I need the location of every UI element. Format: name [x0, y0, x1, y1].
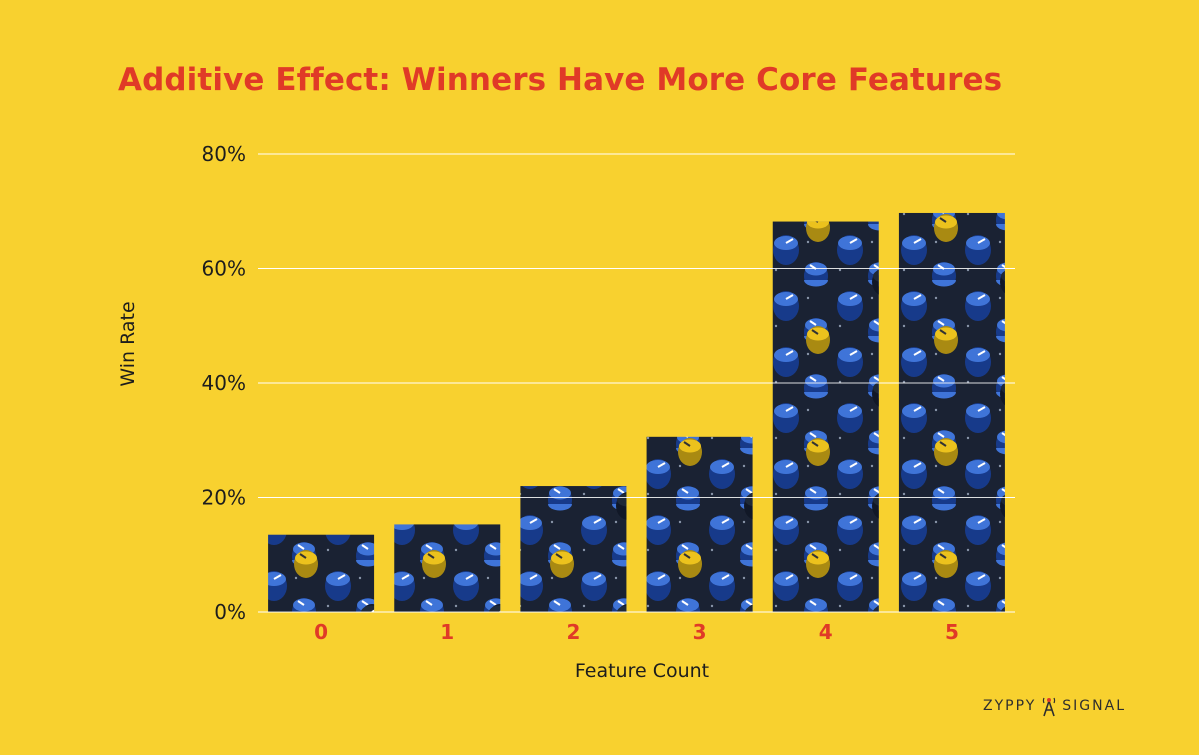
y-tick-label: 80%: [202, 142, 246, 166]
chart-title: Additive Effect: Winners Have More Core …: [118, 62, 1003, 98]
y-tick-label: 40%: [202, 371, 246, 395]
bar-texture-accent: [646, 436, 753, 612]
bar-4: [772, 221, 879, 612]
bars: [268, 212, 1005, 612]
x-tick-label-5: 5: [945, 620, 959, 644]
logo-text-left: ZYPPY: [983, 698, 1037, 714]
x-axis-title: Feature Count: [575, 660, 709, 682]
x-axis-ticks: 0 1 2 3 4 5: [314, 620, 959, 644]
y-axis-ticks: 0% 20% 40% 60% 80%: [202, 142, 246, 624]
x-tick-label-3: 3: [693, 620, 707, 644]
zyppy-signal-logo: ZYPPY SIGNAL: [983, 694, 1126, 718]
y-tick-label: 20%: [202, 486, 246, 510]
x-tick-label-0: 0: [314, 620, 328, 644]
logo-text-right: SIGNAL: [1062, 698, 1126, 714]
grid-lines-overlay: [258, 153, 1015, 613]
bar-texture-accent: [394, 524, 501, 612]
x-tick-label-4: 4: [819, 620, 833, 644]
bar-2: [520, 486, 627, 612]
x-tick-label-2: 2: [566, 620, 580, 644]
broadcast-tower-icon: [1043, 697, 1056, 717]
x-tick-label-1: 1: [440, 620, 454, 644]
bar-texture-accent: [520, 486, 627, 612]
bar-1: [394, 524, 501, 612]
bar-5: [898, 212, 1005, 612]
y-axis-title: Win Rate: [117, 301, 139, 386]
bar-0: [268, 534, 375, 612]
bar-texture-accent: [898, 212, 1005, 612]
y-tick-label: 0%: [214, 600, 246, 624]
bar-3: [646, 436, 753, 612]
bar-texture-accent: [772, 221, 879, 612]
bar-texture-accent: [268, 534, 375, 612]
y-tick-label: 60%: [202, 257, 246, 281]
